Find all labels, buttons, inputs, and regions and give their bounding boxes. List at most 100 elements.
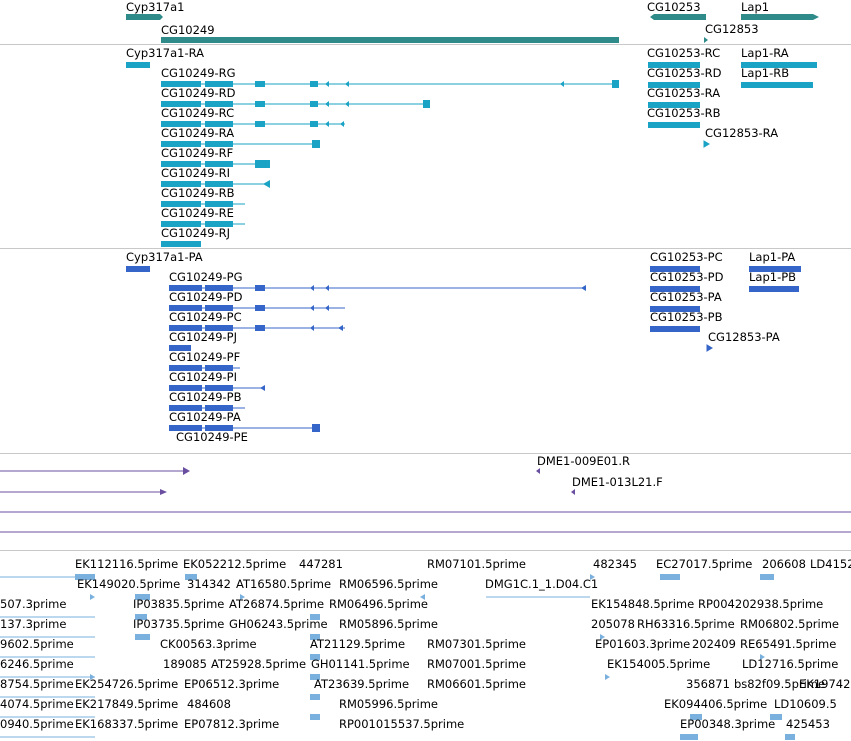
est-label[interactable]: EP00348.3prime xyxy=(680,717,776,731)
est-label[interactable]: 189085 xyxy=(163,657,207,671)
est-label[interactable]: EK19742 xyxy=(799,677,851,691)
est-label[interactable]: 482345 xyxy=(593,557,637,571)
est-label[interactable]: AT26874.5prime xyxy=(229,597,325,611)
transcript-label[interactable]: CG10249-RJ xyxy=(161,226,231,240)
est-label[interactable]: 8754.5prime xyxy=(0,677,74,691)
est-label[interactable]: EK149020.5prime xyxy=(77,577,181,591)
protein-label[interactable]: CG10253-PB xyxy=(650,310,723,324)
est-label[interactable]: AT25928.5prime xyxy=(211,657,307,671)
protein-label[interactable]: CG10249-PC xyxy=(169,310,242,324)
transcript-label[interactable]: CG10249-RI xyxy=(161,166,231,180)
est-label[interactable]: 4074.5prime xyxy=(0,697,74,711)
est-label[interactable]: RP001015537.5prime xyxy=(339,717,465,731)
clone-label[interactable]: DME1-013L21.F xyxy=(572,475,663,489)
protein-label[interactable]: CG10249-PI xyxy=(169,370,238,384)
gene-label-cg12853[interactable]: CG12853 xyxy=(705,22,759,36)
protein-label[interactable]: CG10253-PA xyxy=(650,290,722,304)
est-label[interactable]: EK154848.5prime xyxy=(591,597,695,611)
gene-glyph-cg12853[interactable] xyxy=(704,37,708,43)
est-label[interactable]: IP03835.5prime xyxy=(133,597,225,611)
transcript-label[interactable]: CG10249-RC xyxy=(161,106,235,120)
est-label[interactable]: EP07812.3prime xyxy=(184,717,280,731)
est-label[interactable]: bs82f09.5prime xyxy=(734,677,826,691)
transcript-label[interactable]: CG10249-RA xyxy=(161,126,235,140)
est-label[interactable]: 9602.5prime xyxy=(0,637,74,651)
est-label[interactable]: GH01141.5prime xyxy=(311,657,410,671)
est-label[interactable]: EP01603.3prime xyxy=(595,637,691,651)
protein-label[interactable]: CG10249-PB xyxy=(169,390,242,404)
est-label[interactable]: IP03735.5prime xyxy=(133,617,225,631)
transcript-label[interactable]: CG10249-RD xyxy=(161,86,236,100)
protein-label[interactable]: Lap1-PA xyxy=(749,250,796,264)
transcript-label[interactable]: Cyp317a1-RA xyxy=(126,46,204,60)
est-label[interactable]: RM07301.5prime xyxy=(427,637,526,651)
est-label[interactable]: LD10609.5 xyxy=(774,697,837,711)
est-label[interactable]: GH06243.5prime xyxy=(229,617,328,631)
transcript-label[interactable]: Lap1-RA xyxy=(741,46,789,60)
est-label[interactable]: DMG1C.1_1.D04.C1 xyxy=(485,577,599,591)
est-label[interactable]: EP06512.3prime xyxy=(184,677,280,691)
est-label[interactable]: 137.3prime xyxy=(0,617,67,631)
est-label[interactable]: RM06601.5prime xyxy=(427,677,526,691)
est-label[interactable]: 425453 xyxy=(786,717,830,731)
est-label[interactable]: EK094406.5prime xyxy=(664,697,768,711)
est-label[interactable]: RM05996.5prime xyxy=(339,697,438,711)
est-label[interactable]: EK168337.5prime xyxy=(75,717,179,731)
est-label[interactable]: RE65491.5prime xyxy=(740,637,837,651)
protein-label[interactable]: CG12853-PA xyxy=(708,330,780,344)
transcript-label[interactable]: CG10249-RE xyxy=(161,206,234,220)
est-label[interactable]: LD12716.5prime xyxy=(742,657,839,671)
est-label[interactable]: 507.3prime xyxy=(0,597,67,611)
est-label[interactable]: EK112116.5prime xyxy=(75,557,179,571)
protein-label[interactable]: CG10249-PA xyxy=(169,410,241,424)
protein-label[interactable]: CG10249-PG xyxy=(169,270,243,284)
protein-label[interactable]: Lap1-PB xyxy=(749,270,797,284)
gene-glyph-cg10249[interactable] xyxy=(161,37,619,43)
est-label[interactable]: EK052212.5prime xyxy=(183,557,287,571)
est-label[interactable]: LD4152 xyxy=(810,557,851,571)
est-label[interactable]: 0940.5prime xyxy=(0,717,74,731)
est-label[interactable]: RH63316.5prime xyxy=(637,617,735,631)
est-label[interactable]: EK254726.5prime xyxy=(75,677,179,691)
gene-glyph-cyp317a1[interactable] xyxy=(126,14,163,20)
protein-label[interactable]: CG10249-PF xyxy=(169,350,241,364)
est-label[interactable]: RM07001.5prime xyxy=(427,657,526,671)
transcript-label[interactable]: CG12853-RA xyxy=(705,126,779,140)
transcript-label[interactable]: CG10249-RB xyxy=(161,186,235,200)
est-label[interactable]: RM06802.5prime xyxy=(740,617,839,631)
est-label[interactable]: RM06596.5prime xyxy=(339,577,438,591)
transcript-label[interactable]: CG10253-RB xyxy=(647,106,721,120)
transcript-label[interactable]: Lap1-RB xyxy=(741,66,790,80)
est-label[interactable]: 484608 xyxy=(187,697,231,711)
gene-label-cg10249[interactable]: CG10249 xyxy=(161,23,215,37)
est-label[interactable]: RM07101.5prime xyxy=(427,557,526,571)
gene-label-cg10253[interactable]: CG10253 xyxy=(647,0,701,14)
est-label[interactable]: 356871 xyxy=(686,677,730,691)
est-label[interactable]: AT21129.5prime xyxy=(310,637,406,651)
est-label[interactable]: 206608 xyxy=(762,557,806,571)
est-label[interactable]: RM06496.5prime xyxy=(329,597,428,611)
est-label[interactable]: RM05896.5prime xyxy=(339,617,438,631)
est-label[interactable]: EK154005.5prime xyxy=(607,657,711,671)
est-label[interactable]: 447281 xyxy=(299,557,343,571)
est-label[interactable]: AT16580.5prime xyxy=(236,577,332,591)
est-label[interactable]: 314342 xyxy=(187,577,231,591)
transcript-label[interactable]: CG10249-RG xyxy=(161,66,236,80)
gene-label-lap1[interactable]: Lap1 xyxy=(741,0,770,14)
transcript-label[interactable]: CG10253-RC xyxy=(647,46,721,60)
est-label[interactable]: 205078 xyxy=(591,617,635,631)
clone-label[interactable]: DME1-009E01.R xyxy=(537,454,631,468)
transcript-label[interactable]: CG10249-RF xyxy=(161,146,234,160)
protein-label[interactable]: CG10253-PC xyxy=(650,250,723,264)
gene-glyph-cg10253[interactable] xyxy=(650,14,706,20)
est-label[interactable]: 202409 xyxy=(692,637,736,651)
gene-glyph-lap1[interactable] xyxy=(741,14,819,20)
protein-label[interactable]: CG10253-PD xyxy=(650,270,724,284)
protein-label[interactable]: CG10249-PD xyxy=(169,290,243,304)
protein-label[interactable]: CG10249-PE xyxy=(176,430,248,444)
protein-label[interactable]: CG10249-PJ xyxy=(169,330,238,344)
est-label[interactable]: EC27017.5prime xyxy=(656,557,753,571)
transcript-label[interactable]: CG10253-RA xyxy=(647,86,721,100)
gene-label-cyp317a1[interactable]: Cyp317a1 xyxy=(126,0,185,14)
est-label[interactable]: 6246.5prime xyxy=(0,657,74,671)
